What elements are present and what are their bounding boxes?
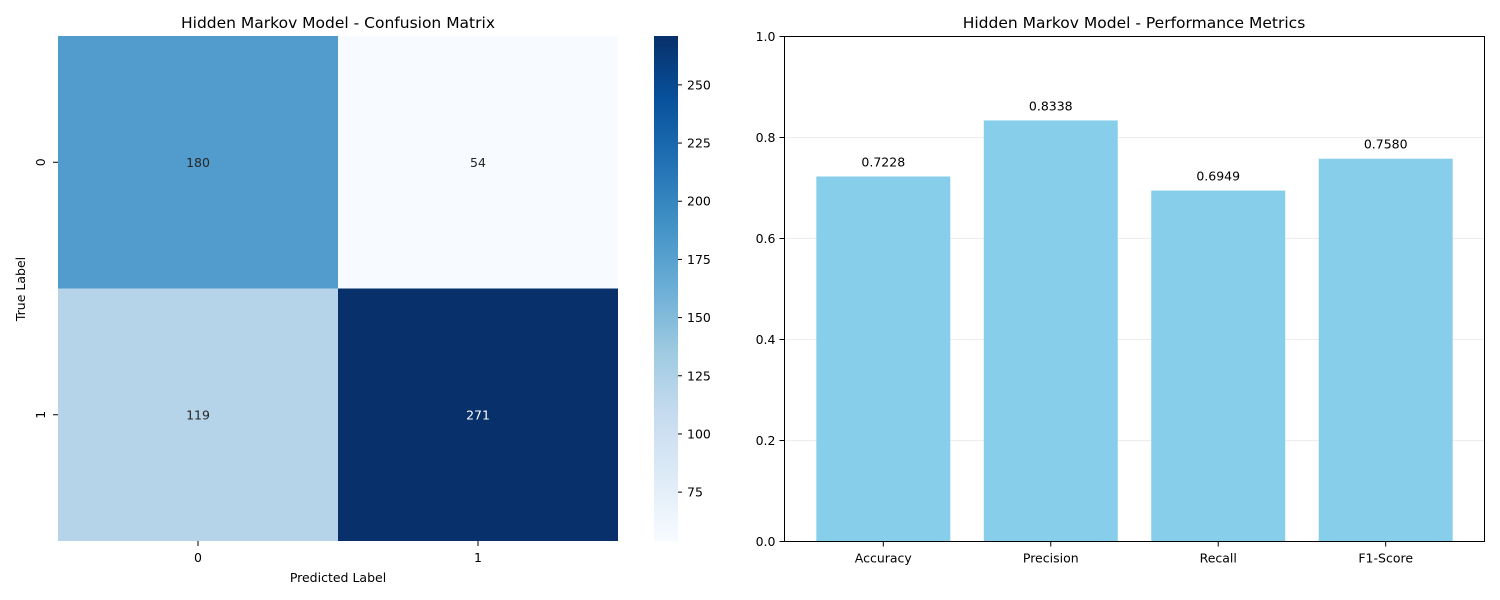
heatmap-cells: 180 54 119 271 xyxy=(58,36,618,541)
bar xyxy=(1151,190,1286,542)
bar-value-label: 0.6949 xyxy=(1196,169,1240,184)
heatmap-y-tick-label: 1 xyxy=(33,411,48,419)
heatmap-y-axis-label: True Label xyxy=(13,257,28,322)
heatmap-cell-value: 119 xyxy=(186,407,210,422)
bar-chart-frame xyxy=(784,36,1485,542)
heatmap-cell-value: 271 xyxy=(466,407,490,422)
heatmap-x-tick-label: 1 xyxy=(474,550,482,565)
bar-y-tick-label: 0.0 xyxy=(756,534,776,549)
heatmap-cell xyxy=(58,288,338,541)
colorbar-tick-label: 75 xyxy=(687,485,703,500)
bar-x-tick-label: Precision xyxy=(1023,551,1079,566)
colorbar-tick-label: 100 xyxy=(687,426,711,441)
heatmap-cell xyxy=(338,36,618,289)
heatmap-cell xyxy=(58,36,338,289)
bar-y-tick-label: 0.4 xyxy=(756,332,776,347)
bar-value-label: 0.7580 xyxy=(1364,137,1408,152)
bar-chart-x-ticks: Accuracy Precision Recall F1-Score xyxy=(855,541,1413,566)
performance-metrics-chart: Hidden Markov Model - Performance Metric… xyxy=(756,14,1485,566)
bar-x-tick-label: Recall xyxy=(1200,551,1237,566)
colorbar-tick-label: 250 xyxy=(687,77,711,92)
confusion-matrix-chart: Hidden Markov Model - Confusion Matrix 1… xyxy=(13,14,711,585)
bar-value-label: 0.8338 xyxy=(1029,98,1073,113)
bar-value-label: 0.7228 xyxy=(861,154,905,169)
bar xyxy=(983,120,1118,542)
heatmap-x-tick-label: 0 xyxy=(194,550,202,565)
bar-chart-y-ticks: 0.0 0.2 0.4 0.6 0.8 1.0 xyxy=(756,29,785,549)
heatmap-y-tick-label: 0 xyxy=(33,158,48,166)
heatmap-x-axis-label: Predicted Label xyxy=(290,570,386,585)
colorbar-tick-label: 225 xyxy=(687,136,711,151)
colorbar xyxy=(654,36,678,541)
heatmap-cell-value: 54 xyxy=(470,155,486,170)
colorbar-tick-label: 200 xyxy=(687,194,711,209)
bar-chart-bars xyxy=(816,120,1453,542)
heatmap-cell xyxy=(338,288,618,541)
bar-chart-title: Hidden Markov Model - Performance Metric… xyxy=(963,14,1306,32)
colorbar-tick-label: 150 xyxy=(687,310,711,325)
bar-value-labels: 0.7228 0.8338 0.6949 0.7580 xyxy=(861,98,1407,183)
colorbar-tick-label: 175 xyxy=(687,252,711,267)
colorbar-ticks: 75 100 125 150 175 200 225 250 xyxy=(678,77,711,500)
bar-y-tick-label: 1.0 xyxy=(756,29,776,44)
bar-y-tick-label: 0.8 xyxy=(756,130,776,145)
bar xyxy=(1318,158,1453,542)
bar-x-tick-label: Accuracy xyxy=(855,551,913,566)
heatmap-cell-value: 180 xyxy=(186,155,210,170)
heatmap-y-ticks: 01 xyxy=(33,158,58,419)
bar xyxy=(816,176,951,542)
bar-y-tick-label: 0.2 xyxy=(756,433,776,448)
bar-y-tick-label: 0.6 xyxy=(756,231,776,246)
colorbar-tick-label: 125 xyxy=(687,368,711,383)
bar-x-tick-label: F1-Score xyxy=(1358,551,1413,566)
heatmap-title: Hidden Markov Model - Confusion Matrix xyxy=(181,14,495,32)
